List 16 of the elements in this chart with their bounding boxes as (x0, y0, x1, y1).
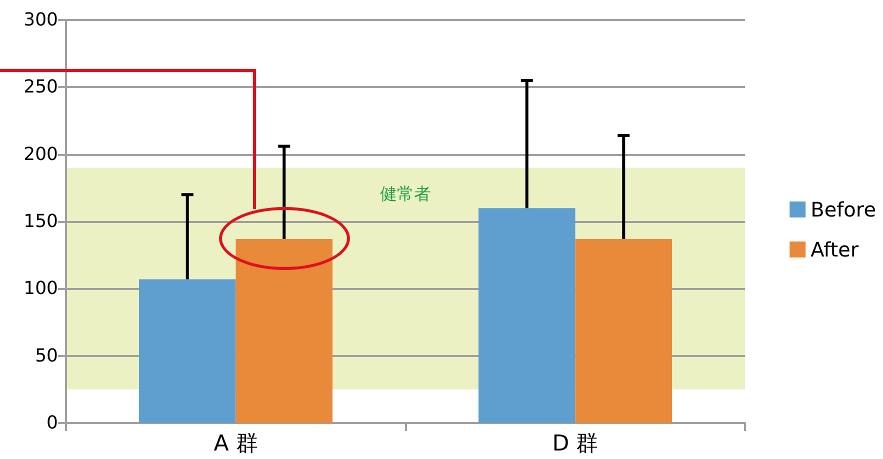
y-tick-label: 250 (24, 76, 58, 98)
y-tick-label: 100 (24, 278, 58, 300)
x-tick-label: D 群 (552, 432, 598, 456)
legend-label: After (810, 238, 860, 262)
x-tick-label: A 群 (214, 432, 258, 456)
legend-label: Before (810, 198, 876, 222)
y-tick-label: 50 (35, 345, 58, 366)
bar (478, 208, 576, 423)
bar (575, 238, 672, 423)
y-tick-label: 300 (24, 10, 58, 30)
bar (236, 238, 333, 423)
y-tick-label: 150 (24, 211, 58, 232)
y-tick-label: 200 (24, 144, 58, 165)
bar (138, 279, 236, 423)
y-tick-label: 0 (46, 412, 58, 434)
band-label: 健常者 (380, 184, 431, 204)
